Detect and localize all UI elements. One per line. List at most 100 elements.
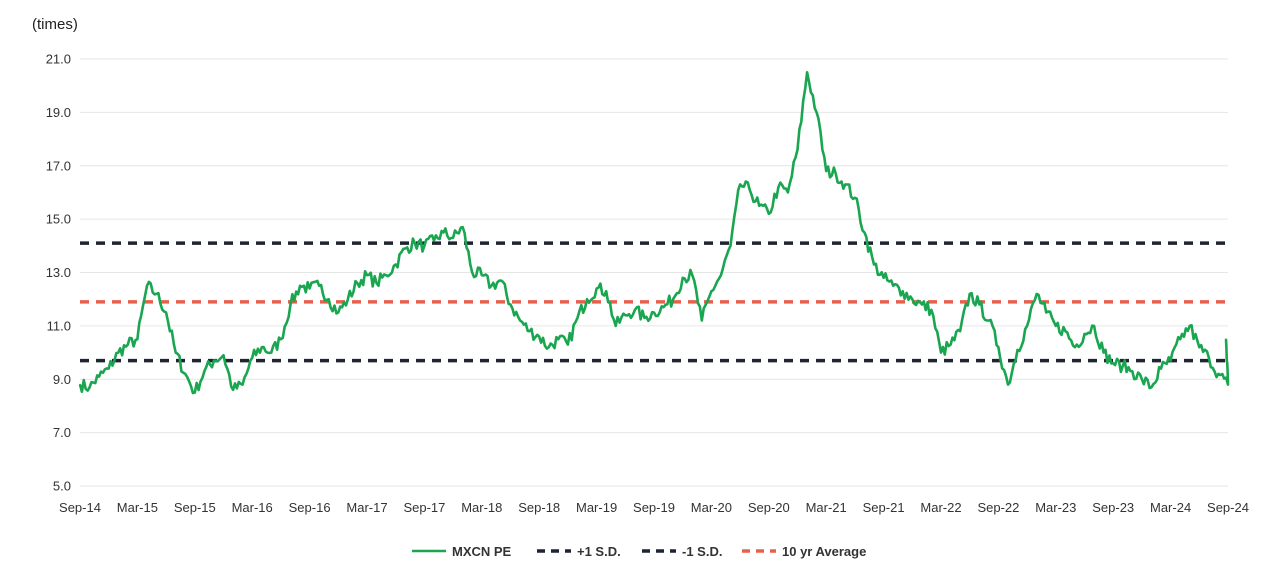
y-unit-label: (times) [32, 16, 78, 33]
data-point [260, 346, 263, 349]
y-tick-label: 7.0 [53, 425, 71, 440]
data-point [930, 308, 933, 311]
data-point [155, 292, 158, 295]
data-point [1217, 373, 1220, 375]
data-point [318, 284, 321, 287]
data-point [299, 284, 301, 287]
data-point [710, 290, 713, 293]
data-point [98, 375, 101, 378]
data-point [327, 298, 330, 301]
data-point [289, 303, 292, 306]
data-point [949, 343, 952, 346]
data-point [777, 186, 780, 189]
data-point [308, 287, 311, 290]
y-tick-label: 13.0 [46, 265, 71, 280]
series-layer [78, 71, 1230, 395]
data-point [720, 274, 722, 277]
data-point [844, 183, 847, 186]
x-axis-ticks: Sep-14 Mar-15 Sep-15 Mar-16 Sep-16 Mar-17 Sep-… [59, 500, 1249, 515]
data-point [748, 188, 751, 191]
data-point [1227, 383, 1229, 386]
data-point [882, 276, 885, 279]
x-tick-label: Mar-19 [576, 500, 617, 515]
data-point [394, 263, 397, 266]
data-point [940, 351, 942, 354]
data-point [538, 335, 541, 338]
data-point [653, 311, 655, 314]
data-point [528, 330, 531, 333]
x-tick-label: Sep-15 [174, 500, 216, 515]
data-point [346, 298, 349, 301]
data-point [241, 383, 244, 386]
data-point [806, 71, 808, 74]
x-tick-label: Mar-18 [461, 500, 502, 515]
data-point [614, 324, 617, 327]
data-point [815, 111, 818, 114]
data-point [413, 242, 416, 245]
x-tick-label: Mar-17 [346, 500, 387, 515]
data-point [1225, 338, 1227, 341]
data-point [174, 351, 177, 354]
data-point [452, 236, 454, 239]
legend-label-1-s-d: +1 S.D. [577, 544, 621, 559]
data-point [987, 319, 990, 322]
data-point [126, 343, 129, 346]
data-point [681, 276, 684, 279]
data-point [404, 247, 407, 250]
data-point [557, 338, 560, 341]
data-point [193, 391, 196, 394]
data-point [997, 346, 1000, 349]
data-point [270, 351, 273, 354]
y-tick-label: 15.0 [46, 212, 71, 227]
data-point [586, 298, 588, 301]
data-point [978, 303, 981, 306]
data-point [739, 183, 741, 186]
data-point [1131, 370, 1134, 373]
x-tick-label: Sep-14 [59, 500, 101, 515]
data-point [901, 290, 904, 293]
data-point [1016, 348, 1019, 351]
y-tick-label: 5.0 [53, 479, 71, 494]
y-tick-label: 19.0 [46, 105, 71, 120]
x-tick-label: Sep-17 [403, 500, 445, 515]
data-point [595, 287, 598, 290]
data-point [117, 351, 120, 354]
y-tick-label: 21.0 [46, 52, 71, 67]
data-point [385, 274, 388, 277]
data-point [423, 244, 426, 247]
data-point [863, 231, 866, 234]
data-point [433, 239, 435, 242]
x-tick-label: Sep-21 [863, 500, 905, 515]
data-point [1141, 378, 1143, 381]
data-point [1093, 324, 1095, 327]
data-point [184, 373, 187, 375]
data-point [691, 274, 694, 277]
data-point [1179, 338, 1182, 341]
x-tick-label: Mar-16 [232, 500, 273, 515]
data-point [854, 196, 856, 199]
data-point [1007, 383, 1009, 386]
data-point [519, 319, 521, 322]
data-point [107, 367, 110, 370]
data-point [1045, 311, 1048, 314]
data-point [232, 389, 234, 391]
data-point [624, 314, 627, 317]
series-line-mxcn-pe [78, 71, 1230, 395]
data-point [509, 303, 512, 306]
data-point [490, 284, 493, 287]
data-point [1121, 365, 1124, 367]
data-point [280, 338, 282, 341]
x-tick-label: Mar-24 [1150, 500, 1191, 515]
data-point [576, 316, 579, 319]
data-point [1035, 292, 1038, 295]
data-point [767, 212, 770, 215]
data-point [461, 226, 464, 229]
data-point [729, 244, 732, 247]
y-tick-label: 9.0 [53, 372, 71, 387]
x-tick-label: Sep-19 [633, 500, 675, 515]
data-point [500, 279, 502, 282]
x-tick-label: Mar-15 [117, 500, 158, 515]
x-tick-label: Sep-24 [1207, 500, 1249, 515]
legend-label-1-s-d: -1 S.D. [682, 544, 722, 559]
